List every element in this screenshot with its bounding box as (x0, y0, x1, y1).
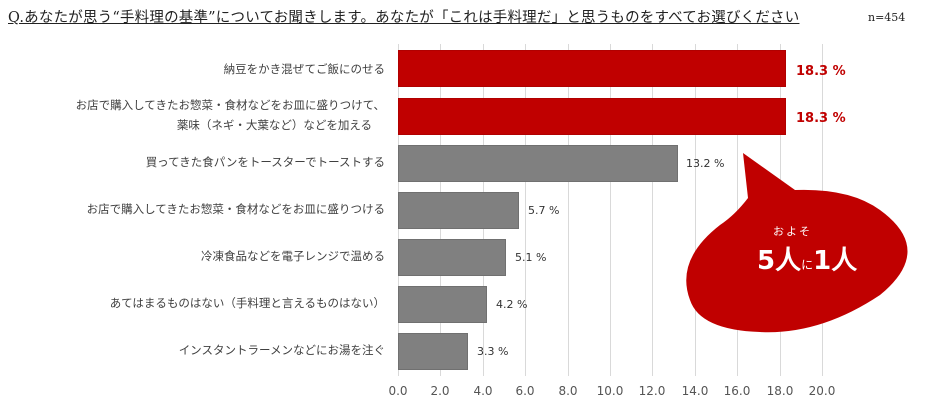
bar-instant-ramen (398, 333, 468, 370)
question-title: Q.あなたが思う“手料理の基準”についてお聞きします。あなたが「これは手料理だ」… (8, 10, 800, 26)
x-tick: 20.0 (808, 384, 836, 398)
x-tick: 12.0 (638, 384, 666, 398)
category-label: 納豆をかき混ぜてご飯にのせる (223, 62, 385, 76)
x-tick: 16.0 (723, 384, 751, 398)
value-label: 3.3 % (477, 345, 509, 358)
category-label: 買ってきた食パンをトースターでトーストする (145, 155, 385, 169)
value-label: 18.3 % (796, 64, 846, 79)
plot-area (398, 44, 828, 376)
x-tick: 14.0 (681, 384, 709, 398)
value-label: 13.2 % (686, 157, 725, 170)
x-tick: 2.0 (430, 384, 450, 398)
x-tick: 4.0 (473, 384, 493, 398)
value-label: 4.2 % (496, 298, 528, 311)
category-label-line2: 薬味（ネギ・大葉など）などを加える (176, 118, 372, 132)
category-label: あてはまるものはない（手料理と言えるものはない） (109, 296, 385, 310)
category-label: お店で購入してきたお惣菜・食材などをお皿に盛りつけて、 (75, 98, 385, 112)
x-tick: 10.0 (596, 384, 624, 398)
category-label: お店で購入してきたお惣菜・食材などをお皿に盛りつける (86, 202, 385, 216)
value-label: 5.7 % (528, 204, 560, 217)
bar-microwave (398, 239, 506, 276)
bar-toast (398, 145, 678, 182)
gridline (568, 44, 569, 376)
x-tick: 8.0 (558, 384, 578, 398)
bar-none (398, 286, 487, 323)
gridline (652, 44, 653, 376)
bar-deli-plated (398, 192, 519, 229)
gridline (610, 44, 611, 376)
x-tick: 18.0 (766, 384, 794, 398)
gridline (780, 44, 781, 376)
value-label: 18.3 % (796, 111, 846, 126)
x-tick: 6.0 (515, 384, 535, 398)
sample-size: n=454 (868, 11, 906, 24)
callout-small-text: およそ (773, 225, 812, 238)
gridline (525, 44, 526, 376)
value-label: 5.1 % (515, 251, 547, 264)
gridline (737, 44, 738, 376)
gridline (822, 44, 823, 376)
callout-big-text: 5人に1人 (757, 246, 858, 276)
category-label: インスタントラーメンなどにお湯を注ぐ (178, 343, 385, 357)
bar-natto (398, 50, 786, 87)
category-label: 冷凍食品などを電子レンジで温める (201, 249, 385, 263)
gridline (695, 44, 696, 376)
bar-deli-with-condiments (398, 98, 786, 135)
x-tick: 0.0 (388, 384, 408, 398)
